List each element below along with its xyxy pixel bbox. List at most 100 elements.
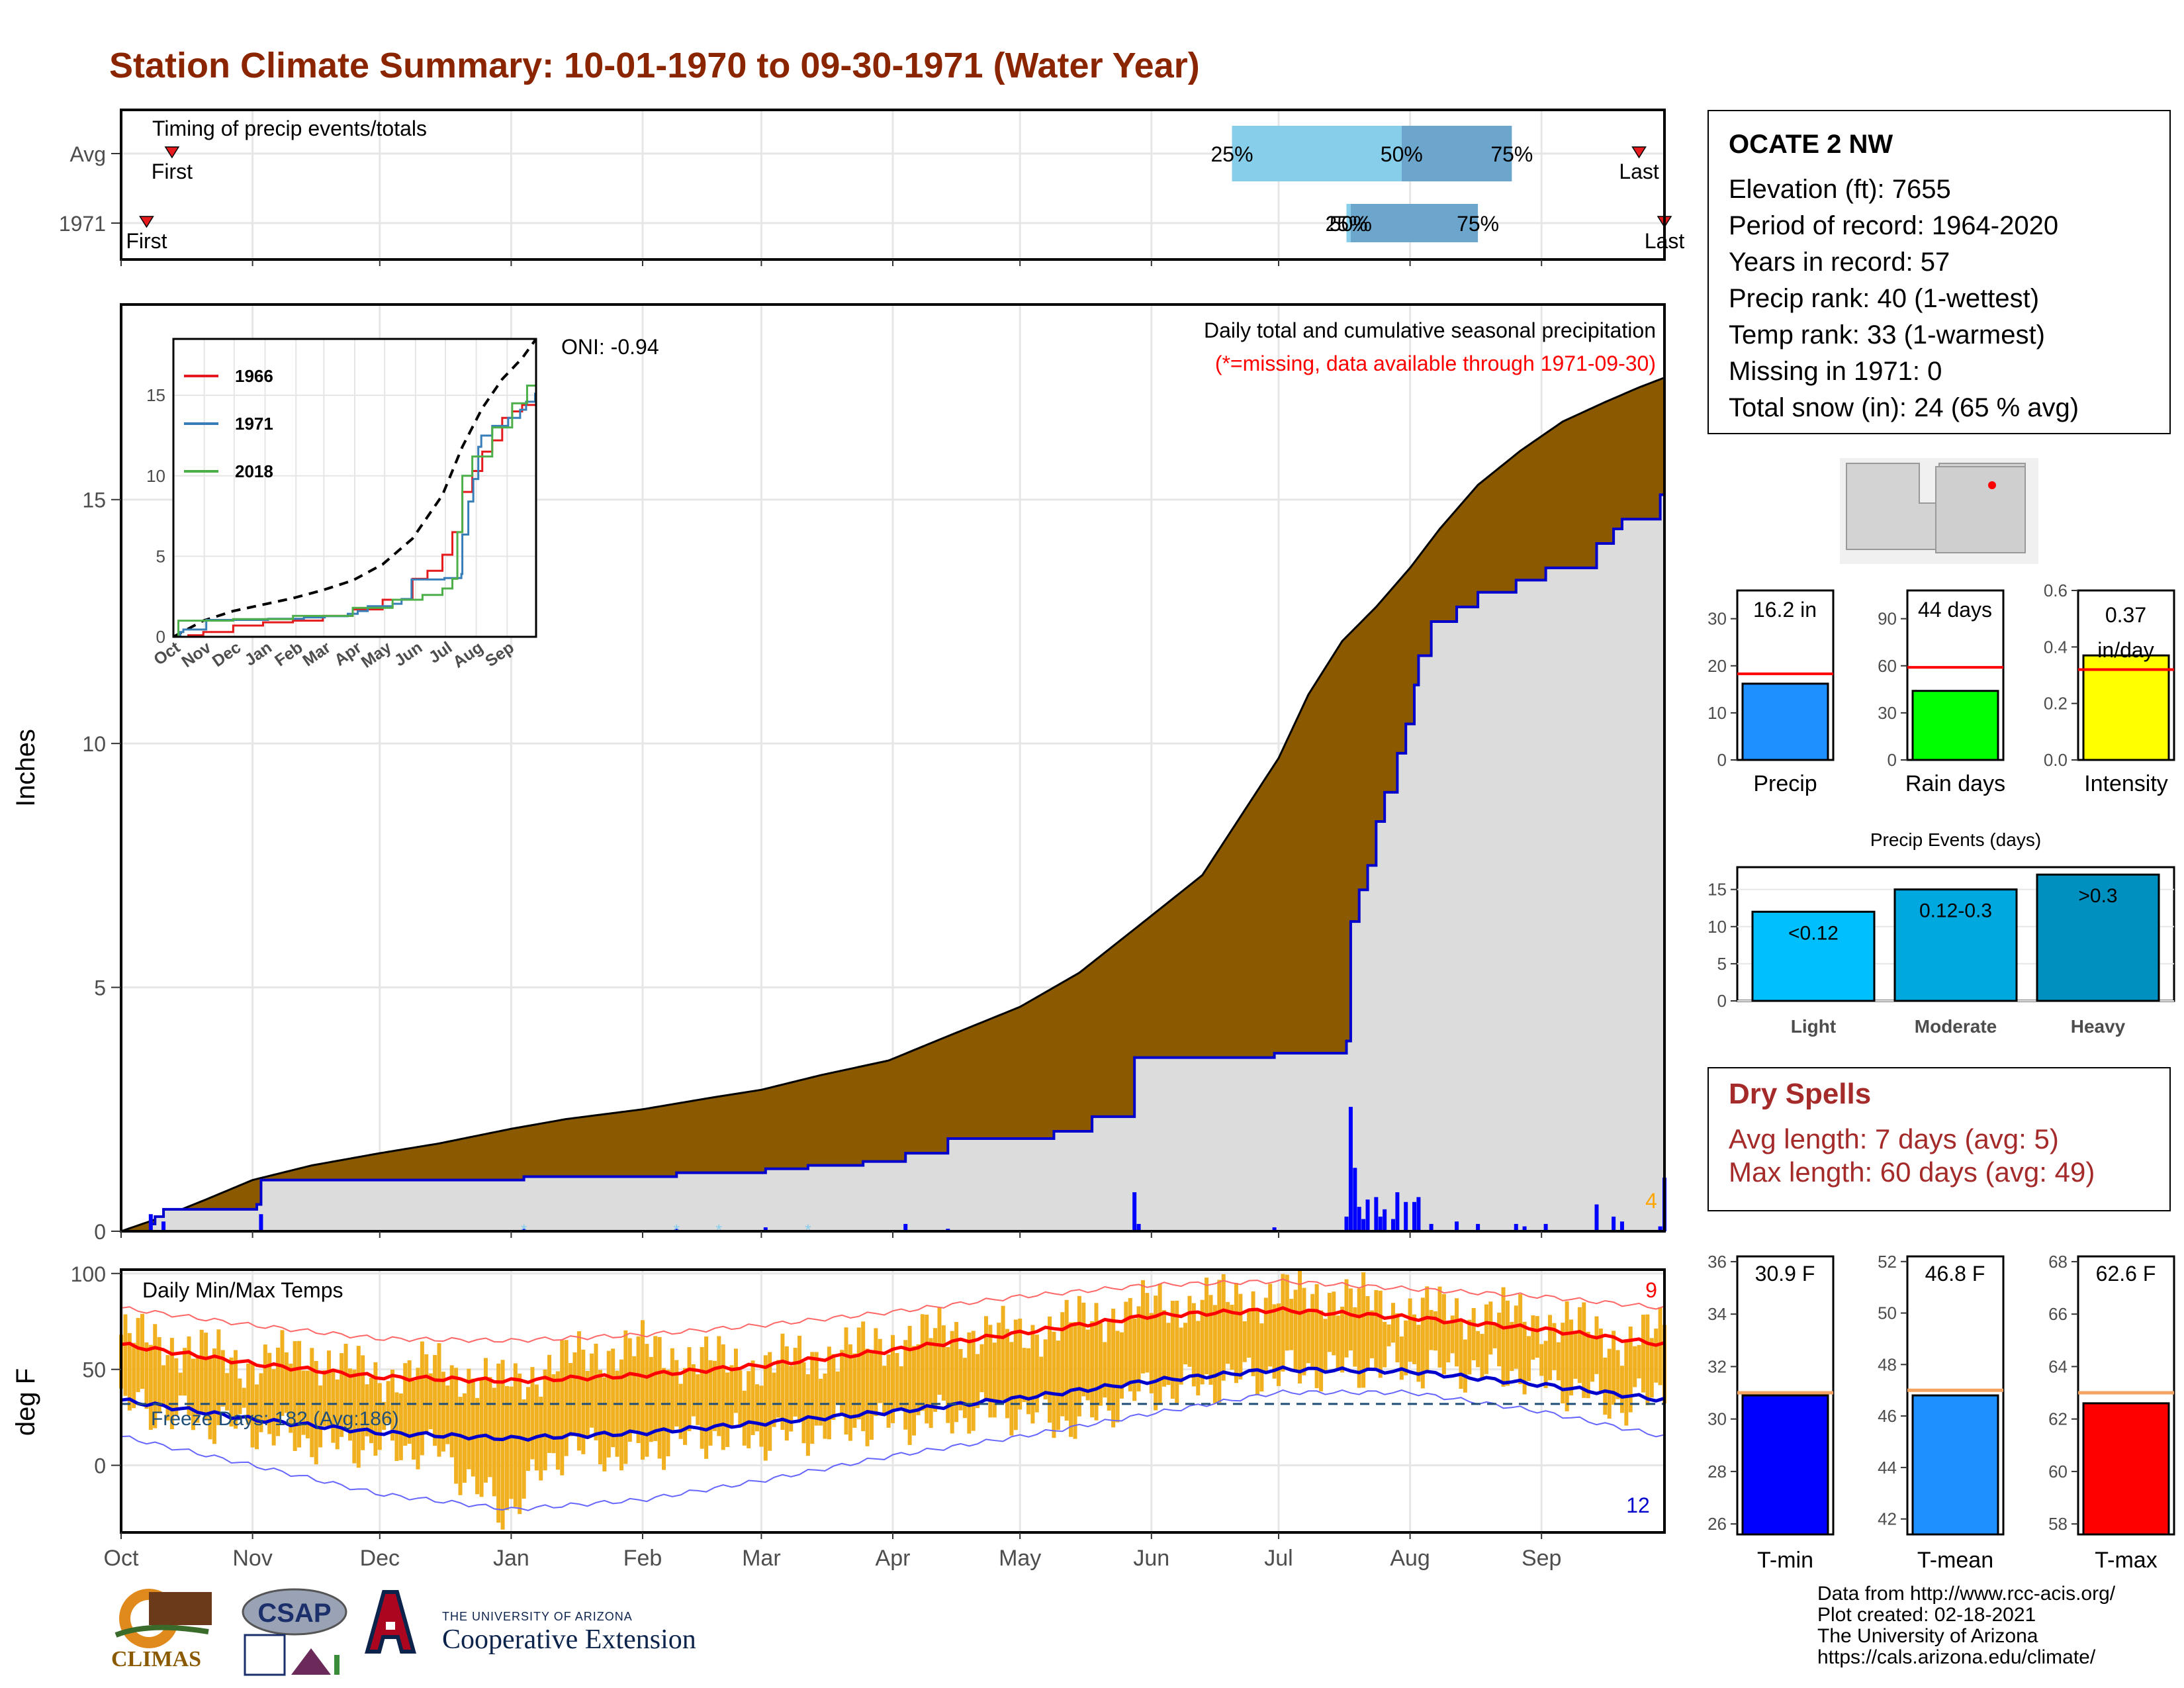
daily-temp-bar (1654, 1329, 1659, 1383)
daily-temp-bar (1526, 1336, 1531, 1382)
daily-precip-bar (1594, 1204, 1599, 1231)
daily-temp-bar (696, 1374, 700, 1425)
climas-logo (114, 1589, 212, 1648)
daily-temp-bar (238, 1378, 242, 1415)
summary-bar-charts: 0 10 20 30 Precip 16.2 in 0 30 60 90 Rain days 44 d… (1707, 581, 2175, 1573)
daily-precip-bar (1404, 1201, 1408, 1231)
y-axis-label: Inches (11, 729, 40, 807)
daily-temp-bar (1361, 1272, 1366, 1388)
mini-value-label: 30.9 F (1755, 1262, 1815, 1286)
daily-temp-bar (789, 1366, 794, 1432)
daily-temp-bar (1060, 1312, 1065, 1417)
daily-temp-bar (1140, 1280, 1145, 1374)
events-y-tick: 15 (1707, 880, 1727, 900)
daily-temp-bar (992, 1342, 997, 1418)
daily-temp-bar (1399, 1336, 1404, 1380)
x-tick-label: Dec (360, 1546, 400, 1571)
timing-p25-label: 25% (1325, 212, 1367, 236)
daily-temp-bar (220, 1350, 225, 1407)
credits: Data from http://www.rcc-acis.org/ Plot … (1817, 1583, 2115, 1668)
daily-temp-bar (925, 1315, 929, 1424)
daily-temp-bar (606, 1350, 611, 1458)
daily-temp-bar (1111, 1309, 1116, 1428)
daily-temp-bar (1480, 1334, 1484, 1380)
daily-temp-bar (267, 1352, 272, 1434)
daily-temp-bar (1598, 1328, 1603, 1391)
daily-temp-bar (492, 1387, 496, 1497)
daily-temp-bar (471, 1378, 475, 1477)
daily-temp-bar (805, 1374, 810, 1456)
daily-temp-bar (1191, 1303, 1196, 1387)
daily-temp-bar (1124, 1301, 1128, 1384)
daily-temp-bar (301, 1370, 306, 1435)
daily-temp-bar (891, 1335, 895, 1423)
daily-temp-bar (437, 1343, 441, 1457)
daily-temp-bar (500, 1360, 505, 1530)
daily-temp-bar (1226, 1301, 1230, 1364)
daily-temp-bar (428, 1373, 433, 1430)
events-category-label: Light (1791, 1016, 1836, 1037)
inset-series-line (173, 381, 537, 638)
daily-temp-bar (1175, 1300, 1179, 1403)
daily-temp-bar (1268, 1284, 1273, 1367)
daily-temp-bar (623, 1330, 628, 1464)
daily-temp-bar (132, 1342, 136, 1409)
mini-category-label: T-min (1757, 1548, 1813, 1573)
daily-temp-bar (657, 1336, 662, 1459)
daily-temp-bar (1314, 1284, 1319, 1389)
daily-temp-bar (1658, 1307, 1662, 1385)
daily-temp-bar (1085, 1329, 1090, 1401)
daily-temp-bar (169, 1338, 174, 1430)
daily-temp-bar (1374, 1289, 1379, 1368)
daily-temp-bar (569, 1363, 573, 1436)
daily-temp-bar (1492, 1323, 1497, 1348)
daily-temp-bar (784, 1346, 789, 1441)
dry-spells-title: Dry Spells (1729, 1078, 1872, 1110)
mini-y-tick: 60 (2048, 1462, 2068, 1481)
y-tick-label: 0 (94, 1454, 106, 1478)
daily-temp-bar (674, 1360, 679, 1427)
daily-temp-bar (899, 1366, 903, 1409)
mini-y-tick: 32 (1707, 1356, 1727, 1376)
mini-y-tick: 66 (2048, 1304, 2068, 1324)
daily-temp-bar (326, 1350, 331, 1427)
daily-temp-bar (861, 1321, 866, 1432)
daily-temp-bar (1510, 1321, 1514, 1372)
daily-temp-bar (1230, 1305, 1234, 1370)
daily-temp-bar (814, 1352, 819, 1426)
daily-temp-bar (564, 1340, 569, 1456)
daily-temp-bar (678, 1383, 683, 1439)
normal-max-line (120, 1306, 1665, 1385)
daily-temp-bar (1441, 1293, 1446, 1375)
daily-temp-bar (598, 1370, 602, 1465)
mini-y-tick: 0.4 (2044, 637, 2068, 657)
daily-temp-bar (1323, 1319, 1328, 1372)
daily-temp-bar (1064, 1299, 1069, 1421)
precip-title: Daily total and cumulative seasonal prec… (1204, 318, 1656, 342)
daily-temp-bar (1404, 1320, 1408, 1376)
first-label: First (126, 229, 167, 253)
daily-temp-bar (636, 1336, 641, 1444)
daily-temp-bar (670, 1348, 674, 1433)
daily-temp-bar (530, 1367, 535, 1460)
mini-value-bar (2082, 654, 2170, 761)
daily-temp-bar (1387, 1324, 1391, 1346)
daily-temp-bar (602, 1377, 607, 1472)
daily-precip-bar (1612, 1216, 1616, 1231)
daily-precip-bar (1476, 1223, 1480, 1231)
daily-temp-bar (1624, 1341, 1629, 1426)
daily-temp-bar (1332, 1291, 1336, 1356)
inset-border (172, 338, 537, 638)
daily-temp-bar (1298, 1269, 1302, 1383)
daily-temp-bar (1459, 1319, 1463, 1389)
daily-temp-bar (1128, 1297, 1132, 1391)
daily-temp-bar (1420, 1297, 1425, 1389)
daily-temp-bar (1484, 1304, 1488, 1374)
daily-temp-bar (662, 1368, 666, 1470)
mini-y-tick: 0 (1888, 750, 1897, 770)
daily-precip-bar (1353, 1168, 1357, 1231)
daily-temp-bar (1166, 1323, 1171, 1385)
daily-temp-bar (534, 1384, 539, 1471)
station-info-box: OCATE 2 NW Elevation (ft): 7655 Period o… (1707, 110, 2171, 434)
station-temp-rank: Temp rank: 33 (1-warmest) (1729, 320, 2045, 350)
